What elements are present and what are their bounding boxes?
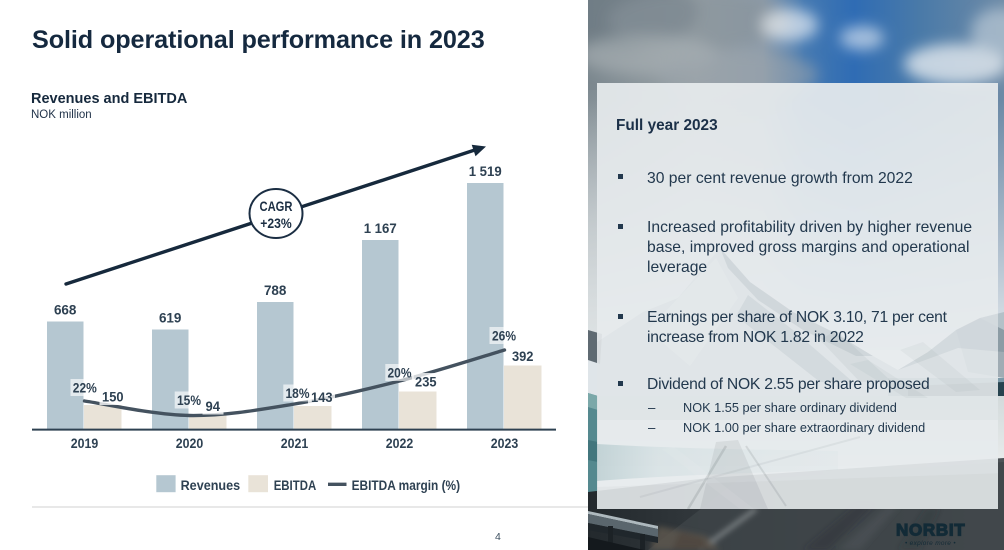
svg-text:EBITDA: EBITDA bbox=[274, 478, 317, 493]
svg-text:619: 619 bbox=[159, 311, 182, 326]
svg-text:1 519: 1 519 bbox=[469, 164, 502, 179]
svg-text:2020: 2020 bbox=[176, 436, 204, 451]
svg-text:2023: 2023 bbox=[491, 436, 519, 451]
svg-text:15%: 15% bbox=[177, 393, 201, 408]
svg-text:20%: 20% bbox=[388, 366, 412, 381]
svg-text:+23%: +23% bbox=[260, 215, 292, 231]
svg-text:2021: 2021 bbox=[281, 436, 309, 451]
svg-text:18%: 18% bbox=[286, 386, 310, 401]
svg-text:235: 235 bbox=[415, 375, 437, 390]
svg-text:22%: 22% bbox=[73, 380, 97, 395]
svg-text:2022: 2022 bbox=[386, 436, 414, 451]
svg-text:94: 94 bbox=[206, 399, 221, 414]
svg-text:26%: 26% bbox=[492, 329, 516, 344]
svg-text:4: 4 bbox=[495, 531, 501, 543]
svg-text:1 167: 1 167 bbox=[364, 221, 397, 236]
svg-text:2019: 2019 bbox=[71, 436, 99, 451]
svg-text:668: 668 bbox=[54, 303, 77, 318]
svg-text:EBITDA margin (%): EBITDA margin (%) bbox=[352, 478, 461, 493]
svg-text:Revenues: Revenues bbox=[181, 478, 241, 493]
svg-text:392: 392 bbox=[512, 349, 534, 364]
svg-text:143: 143 bbox=[311, 390, 333, 405]
svg-text:CAGR: CAGR bbox=[260, 198, 293, 214]
svg-text:150: 150 bbox=[102, 389, 124, 404]
svg-text:788: 788 bbox=[264, 283, 287, 298]
